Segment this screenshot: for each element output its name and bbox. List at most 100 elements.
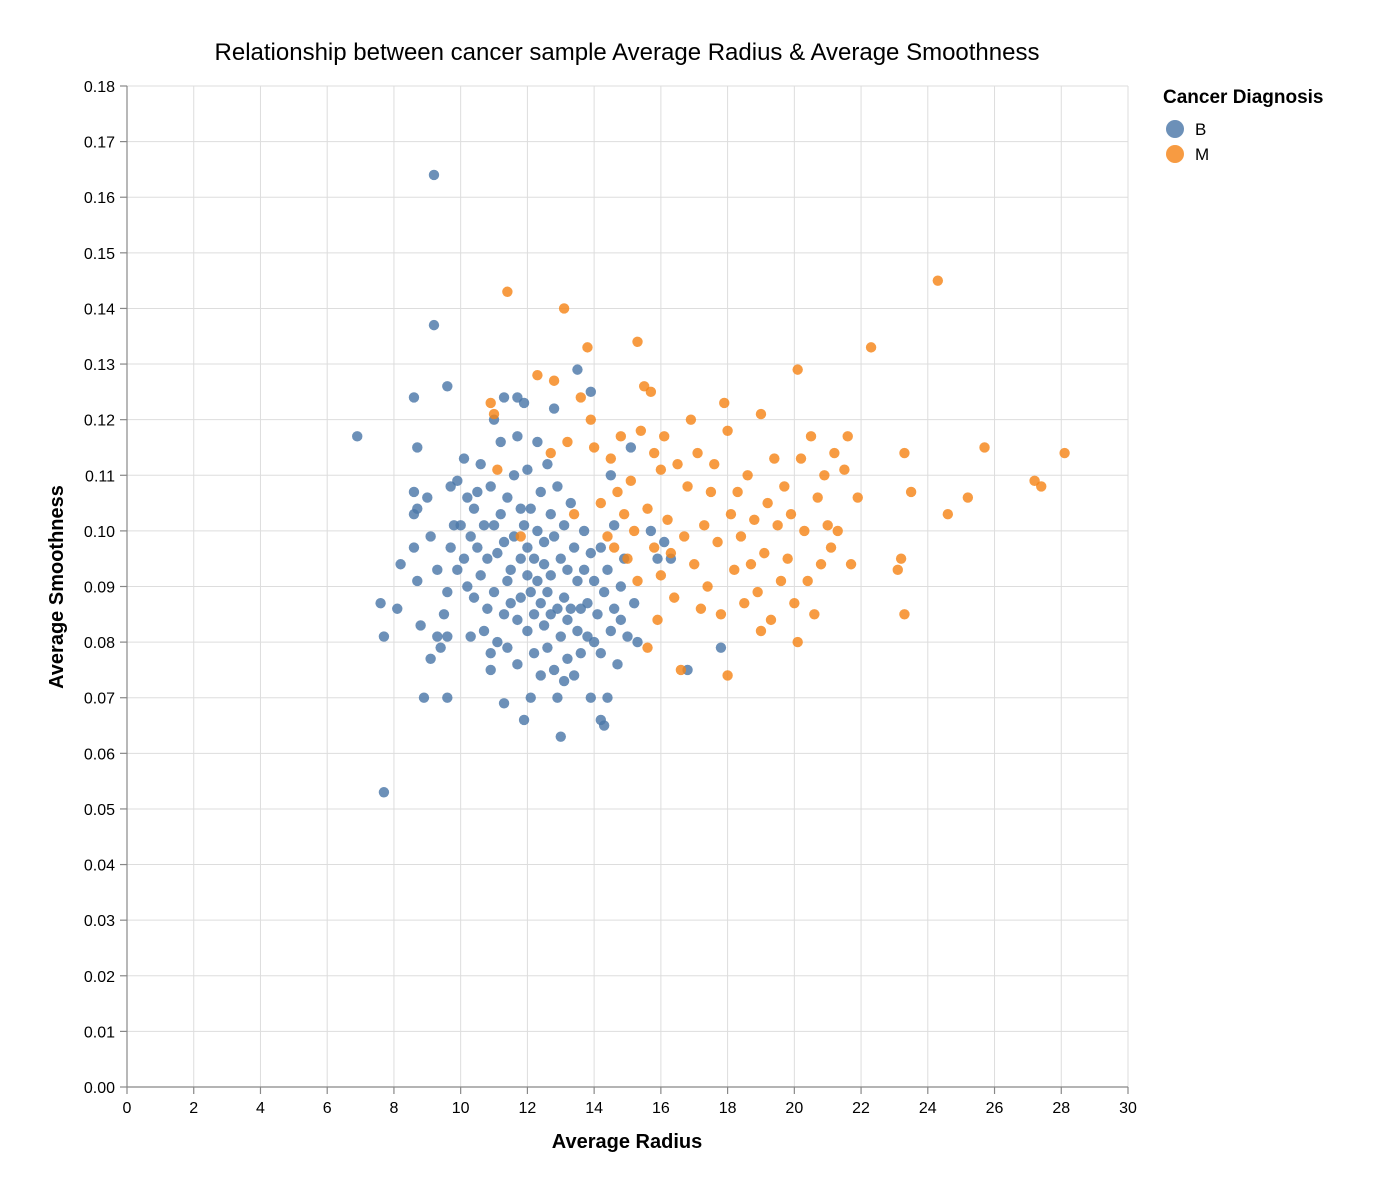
- data-point-m: [759, 547, 770, 559]
- data-point-m: [655, 464, 667, 475]
- data-point-m: [675, 664, 687, 676]
- data-point-b: [625, 442, 637, 453]
- data-point-b: [412, 503, 423, 514]
- data-point-m: [725, 509, 737, 520]
- x-axis-title: Average Radius: [552, 1131, 702, 1153]
- data-point-b: [572, 625, 583, 637]
- data-point-b: [425, 531, 436, 542]
- data-point-b: [562, 564, 573, 576]
- data-point-b: [458, 553, 470, 564]
- data-point-m: [548, 375, 560, 386]
- data-point-m: [672, 458, 683, 470]
- x-tick-label: 22: [852, 1100, 870, 1117]
- data-point-b: [602, 692, 613, 703]
- data-point-b: [548, 531, 560, 542]
- x-tick-label: 2: [189, 1100, 198, 1117]
- x-tick-label: 28: [1052, 1100, 1070, 1117]
- data-point-b: [645, 525, 657, 537]
- data-point-b: [462, 492, 473, 503]
- data-point-m: [932, 275, 944, 286]
- data-point-b: [522, 570, 533, 581]
- data-point-m: [575, 392, 586, 403]
- data-point-b: [485, 648, 496, 659]
- data-point-m: [839, 464, 850, 475]
- data-point-b: [432, 631, 443, 642]
- data-point-b: [408, 542, 420, 553]
- data-point-b: [532, 575, 543, 587]
- data-point-b: [555, 631, 566, 642]
- y-tick-label: 0.01: [84, 1024, 115, 1041]
- data-point-m: [485, 397, 496, 409]
- data-point-b: [588, 636, 600, 648]
- legend-label-b: B: [1195, 120, 1206, 139]
- data-point-m: [648, 542, 660, 553]
- data-point-b: [528, 648, 540, 659]
- data-point-b: [442, 381, 453, 392]
- data-point-m: [702, 581, 713, 592]
- y-tick-label: 0.04: [84, 858, 115, 875]
- data-point-m: [815, 559, 827, 570]
- y-tick-label: 0.02: [84, 969, 115, 986]
- data-point-b: [562, 653, 573, 664]
- data-point-b: [522, 542, 533, 553]
- data-point-m: [558, 303, 570, 314]
- data-point-b: [475, 458, 486, 470]
- data-point-b: [592, 609, 603, 620]
- series-b: [352, 169, 727, 798]
- data-point-b: [512, 659, 523, 670]
- data-point-b: [482, 603, 493, 614]
- data-point-b: [392, 603, 403, 614]
- data-point-m: [622, 553, 633, 564]
- data-point-b: [502, 492, 513, 503]
- data-point-b: [442, 692, 453, 703]
- data-point-b: [525, 692, 536, 703]
- data-point-m: [662, 514, 673, 525]
- data-point-m: [829, 447, 840, 459]
- data-point-b: [498, 609, 510, 620]
- data-point-m: [842, 431, 853, 442]
- data-point-m: [782, 553, 793, 564]
- data-point-m: [682, 481, 693, 492]
- data-point-b: [558, 592, 570, 603]
- data-point-m: [715, 609, 727, 620]
- data-point-m: [685, 414, 697, 425]
- data-point-b: [445, 542, 456, 553]
- data-point-b: [512, 614, 523, 626]
- data-point-b: [485, 664, 496, 676]
- data-point-b: [378, 787, 390, 798]
- data-point-m: [735, 531, 747, 542]
- data-point-b: [465, 631, 476, 642]
- data-point-b: [568, 542, 580, 553]
- data-point-b: [615, 581, 627, 592]
- data-point-m: [689, 559, 700, 570]
- data-point-b: [608, 603, 620, 614]
- data-point-b: [428, 319, 440, 331]
- data-point-m: [792, 364, 803, 375]
- data-point-b: [622, 631, 633, 642]
- data-point-b: [565, 497, 576, 509]
- data-point-b: [428, 169, 440, 181]
- data-point-b: [432, 564, 443, 576]
- data-point-m: [729, 564, 740, 576]
- data-point-b: [552, 481, 563, 492]
- data-point-b: [352, 431, 363, 442]
- data-point-m: [705, 486, 717, 498]
- data-point-b: [578, 525, 590, 537]
- data-point-b: [452, 564, 463, 576]
- data-point-m: [745, 559, 757, 570]
- data-point-m: [739, 597, 750, 609]
- x-tick-label: 18: [719, 1100, 737, 1117]
- data-point-m: [692, 447, 703, 459]
- data-point-m: [562, 436, 573, 448]
- data-point-m: [755, 625, 767, 637]
- x-tick-label: 24: [919, 1100, 937, 1117]
- data-point-b: [465, 531, 476, 542]
- data-point-b: [552, 603, 563, 614]
- data-point-m: [809, 609, 820, 620]
- data-point-m: [899, 447, 910, 459]
- x-tick-label: 10: [452, 1100, 470, 1117]
- data-point-m: [1059, 447, 1070, 459]
- data-point-b: [595, 648, 607, 659]
- data-point-b: [495, 509, 506, 520]
- data-point-m: [1036, 481, 1047, 492]
